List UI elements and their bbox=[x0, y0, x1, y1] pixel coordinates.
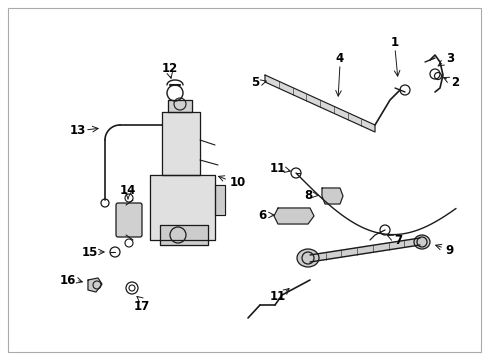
Text: 2: 2 bbox=[450, 76, 458, 89]
Polygon shape bbox=[309, 238, 419, 262]
Text: 9: 9 bbox=[445, 243, 453, 257]
Text: 15: 15 bbox=[81, 246, 98, 258]
Polygon shape bbox=[162, 112, 200, 175]
Text: 11: 11 bbox=[269, 162, 285, 175]
Polygon shape bbox=[273, 208, 313, 224]
Polygon shape bbox=[264, 75, 374, 132]
Text: 5: 5 bbox=[250, 76, 259, 89]
Text: 1: 1 bbox=[390, 36, 398, 49]
Ellipse shape bbox=[296, 249, 318, 267]
Ellipse shape bbox=[413, 235, 429, 249]
Polygon shape bbox=[150, 175, 215, 240]
Polygon shape bbox=[160, 225, 207, 245]
Text: 7: 7 bbox=[393, 234, 401, 247]
Text: 3: 3 bbox=[445, 51, 453, 64]
Text: 13: 13 bbox=[70, 123, 86, 136]
Text: 6: 6 bbox=[257, 208, 265, 221]
Polygon shape bbox=[321, 188, 342, 204]
Text: 14: 14 bbox=[120, 184, 136, 197]
Text: 17: 17 bbox=[134, 300, 150, 312]
Text: 16: 16 bbox=[60, 274, 76, 287]
FancyBboxPatch shape bbox=[116, 203, 142, 237]
Text: 11: 11 bbox=[269, 289, 285, 302]
Polygon shape bbox=[168, 100, 192, 112]
Text: 4: 4 bbox=[335, 51, 344, 64]
Polygon shape bbox=[215, 185, 224, 215]
Polygon shape bbox=[88, 278, 102, 292]
Text: 10: 10 bbox=[229, 176, 245, 189]
Text: 8: 8 bbox=[303, 189, 311, 202]
Text: 12: 12 bbox=[162, 62, 178, 75]
